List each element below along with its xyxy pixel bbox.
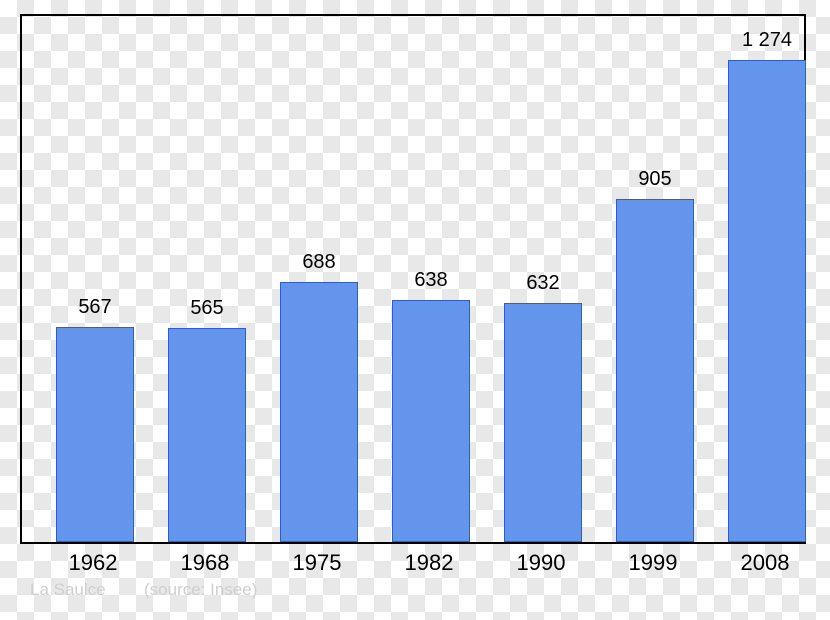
x-axis-category-label: 1975 [268,550,366,576]
bar-value-label: 905 [616,168,694,191]
bar-value-label: 632 [504,272,582,295]
bar [280,282,358,542]
bars-container: 567 565 688 638 632 905 1 274 [22,16,804,542]
bar [504,303,582,542]
footer-location: La Saulce [30,580,106,600]
bar-group: 905 [616,12,694,542]
bar [56,327,134,542]
x-axis-category-label: 1990 [492,550,590,576]
bar [616,199,694,542]
bar-value-label: 688 [280,251,358,274]
x-axis-category-label: 1962 [44,550,142,576]
bar-group: 567 [56,12,134,542]
x-axis-category-label: 2008 [716,550,814,576]
bar-value-label: 638 [392,269,470,292]
footer-source: (source: Insee) [144,580,257,600]
bar-group: 1 274 [728,12,806,542]
bar [728,60,806,542]
x-axis-category-label: 1968 [156,550,254,576]
bar-value-label: 565 [168,297,246,320]
bar-group: 688 [280,12,358,542]
bar-value-label: 1 274 [728,29,806,52]
x-axis-category-label: 1999 [604,550,702,576]
bar-value-label: 567 [56,296,134,319]
bar-group: 565 [168,12,246,542]
bar-group: 632 [504,12,582,542]
bar [392,300,470,542]
x-axis-category-label: 1982 [380,550,478,576]
chart-plot-area: 567 565 688 638 632 905 1 274 [20,14,806,544]
bar [168,328,246,542]
bar-group: 638 [392,12,470,542]
